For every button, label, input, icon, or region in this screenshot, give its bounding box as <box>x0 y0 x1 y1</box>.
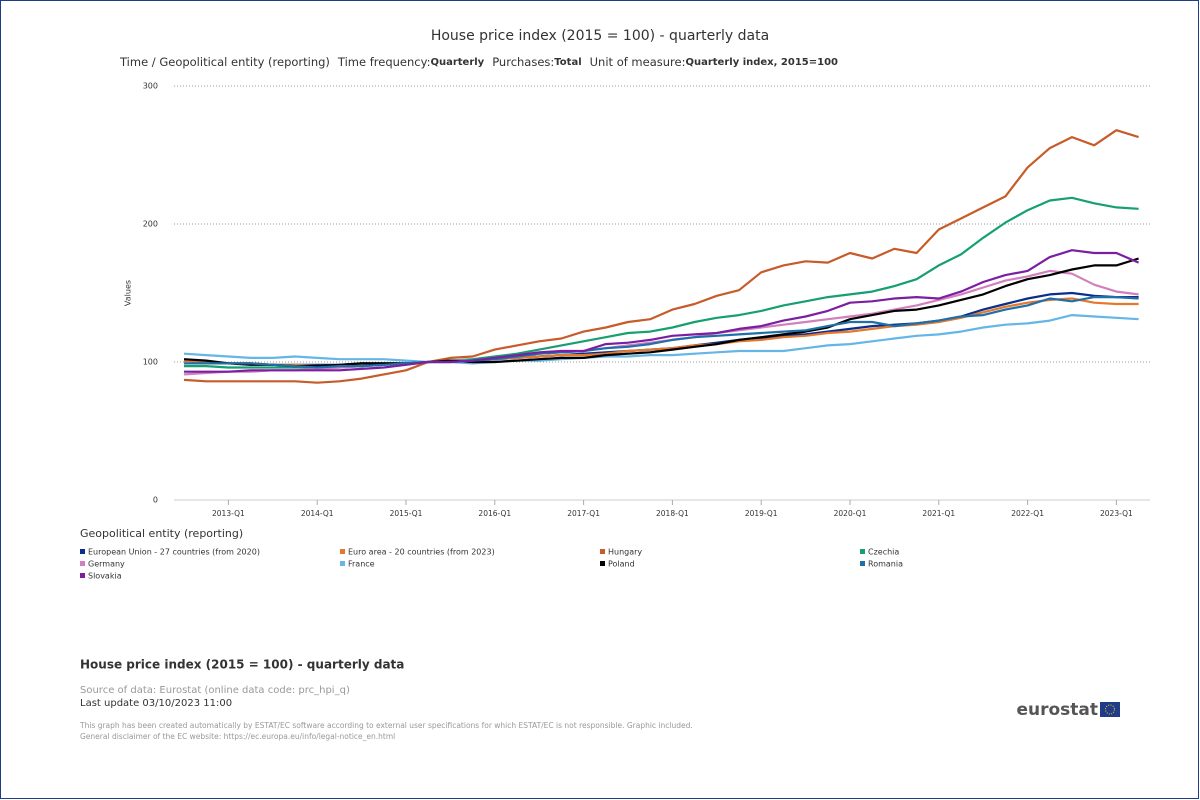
series-line <box>183 314 1139 365</box>
x-tick-label: 2022-Q1 <box>1011 509 1044 518</box>
footer-title: House price index (2015 = 100) - quarter… <box>80 658 404 672</box>
legend-label: France <box>348 560 375 569</box>
legend-swatch <box>340 549 345 554</box>
logo: eurostat <box>1016 700 1098 720</box>
y-tick-label: 100 <box>143 358 158 367</box>
legend-swatch <box>80 573 85 578</box>
legend-swatch <box>80 549 85 554</box>
legend-label: Czechia <box>868 548 899 557</box>
series-line <box>183 257 1139 368</box>
x-tick-label: 2014-Q1 <box>301 509 334 518</box>
filter-value: Quarterly index, 2015=100 <box>685 57 838 68</box>
chart-title: House price index (2015 = 100) - quarter… <box>431 28 769 44</box>
legend-label: Poland <box>608 560 635 569</box>
x-tick-label: 2020-Q1 <box>834 509 867 518</box>
legend-swatch <box>860 549 865 554</box>
x-tick-label: 2021-Q1 <box>922 509 955 518</box>
filter-value: Quarterly <box>430 57 484 68</box>
legend-title: Geopolitical entity (reporting) <box>80 527 243 540</box>
disclaimer: This graph has been created automaticall… <box>79 721 693 730</box>
legend-swatch <box>860 561 865 566</box>
series-line <box>183 129 1139 384</box>
filter-value: Total <box>554 57 581 68</box>
source: Source of data: Eurostat (online data co… <box>80 685 350 696</box>
x-tick-label: 2023-Q1 <box>1100 509 1133 518</box>
x-tick-label: 2019-Q1 <box>745 509 778 518</box>
x-tick-label: 2016-Q1 <box>478 509 511 518</box>
logo-flag <box>1100 702 1120 717</box>
legend-label: Euro area - 20 countries (from 2023) <box>348 548 495 557</box>
legend-swatch <box>600 561 605 566</box>
dimensions: Time / Geopolitical entity (reporting) <box>119 55 330 69</box>
x-tick-label: 2018-Q1 <box>656 509 689 518</box>
subtitle: Time / Geopolitical entity (reporting) Ti… <box>119 55 838 69</box>
x-tick-label: 2013-Q1 <box>212 509 245 518</box>
filter-label: Time frequency: <box>337 55 431 69</box>
y-tick-label: 300 <box>143 82 158 91</box>
legend-swatch <box>340 561 345 566</box>
last-update: Last update 03/10/2023 11:00 <box>80 698 232 709</box>
y-axis-label: Values <box>124 280 133 306</box>
disclaimer: General disclaimer of the EC website: ht… <box>80 732 395 741</box>
legend-swatch <box>80 561 85 566</box>
legend-label: Germany <box>88 560 125 569</box>
series-line <box>184 249 1140 373</box>
legend-label: Hungary <box>608 548 642 557</box>
series-line <box>184 296 1139 369</box>
y-tick-label: 200 <box>143 220 158 229</box>
legend-label: Romania <box>868 560 903 569</box>
legend-label: Slovakia <box>88 572 122 581</box>
filter-label: Purchases: <box>492 55 554 69</box>
logo-stars <box>1105 704 1115 715</box>
legend-label: European Union - 27 countries (from 2020… <box>88 548 260 557</box>
legend-swatch <box>600 549 605 554</box>
y-tick-label: 0 <box>153 496 158 505</box>
x-tick-label: 2015-Q1 <box>390 509 423 518</box>
filter-label: Unit of measure: <box>590 55 686 69</box>
x-tick-label: 2017-Q1 <box>567 509 600 518</box>
